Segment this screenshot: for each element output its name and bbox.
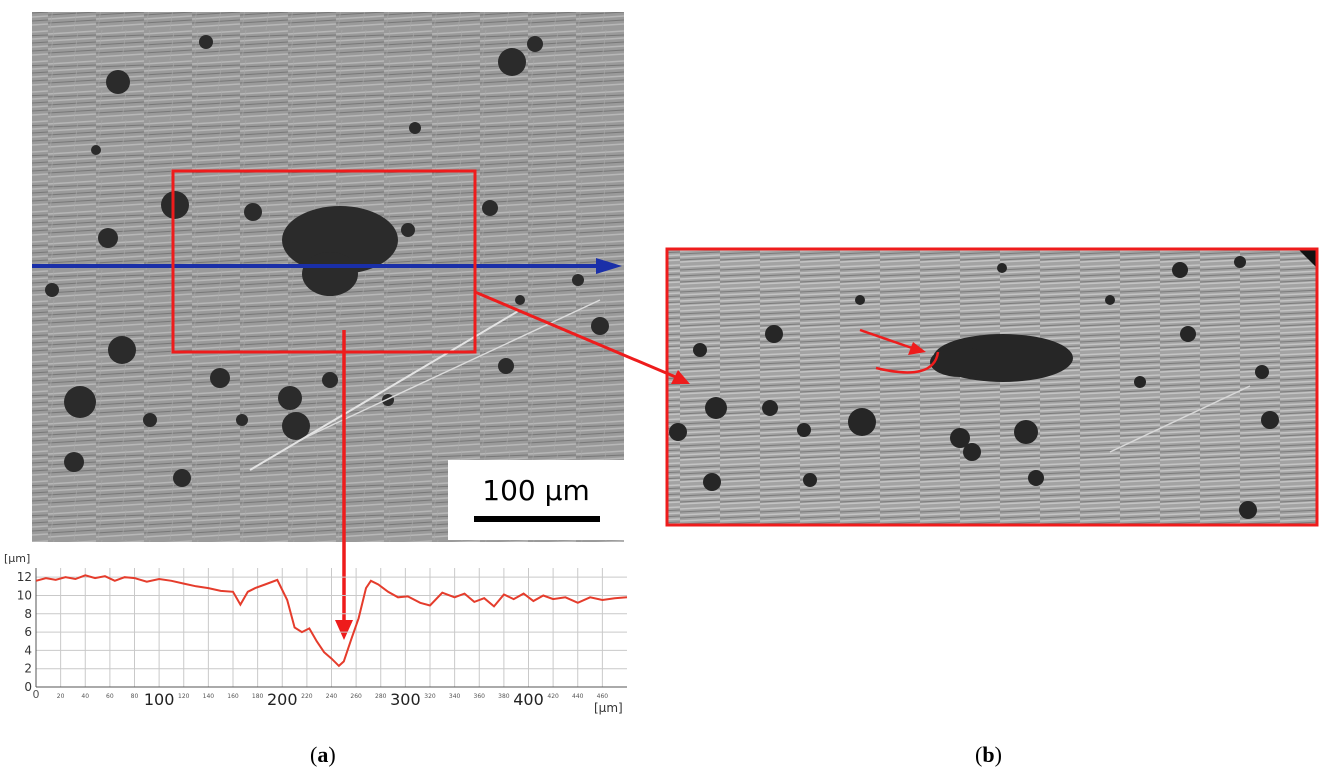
caption-a: (a) bbox=[310, 742, 336, 767]
x-tick-label-major: 100 bbox=[144, 690, 175, 709]
scale-bar-label: 100 µm bbox=[482, 474, 590, 507]
x-tick-label-minor: 220 bbox=[301, 693, 313, 700]
scan-line bbox=[32, 258, 622, 274]
roi-box-a bbox=[171, 169, 477, 354]
x-tick-label-minor: 360 bbox=[474, 693, 486, 700]
y-tick-label: 0 bbox=[24, 680, 32, 694]
x-tick-label-major: 200 bbox=[267, 690, 298, 709]
x-tick-label-minor: 40 bbox=[81, 693, 89, 700]
y-tick-label: 2 bbox=[24, 662, 32, 676]
y-tick-label: 10 bbox=[17, 588, 32, 602]
y-tick-label: 8 bbox=[24, 607, 32, 621]
x-tick-label-minor: 240 bbox=[326, 693, 338, 700]
connector-arrow bbox=[474, 290, 690, 384]
x-tick-label-minor: 160 bbox=[227, 693, 239, 700]
y-tick-label: 6 bbox=[24, 625, 32, 639]
x-tick-label-minor: 380 bbox=[498, 693, 510, 700]
x-tick-label-major: 400 bbox=[513, 690, 544, 709]
micrograph-b bbox=[667, 249, 1317, 525]
defect-annotation bbox=[859, 328, 940, 374]
y-tick-label: 12 bbox=[17, 570, 32, 584]
x-tick-label-minor: 20 bbox=[57, 693, 65, 700]
y-unit-label: [µm] bbox=[4, 552, 30, 565]
y-tick-label: 4 bbox=[24, 643, 32, 657]
x-tick-label-minor: 60 bbox=[106, 693, 114, 700]
x-unit-label: [µm] bbox=[594, 701, 623, 715]
x-tick-label-minor: 140 bbox=[203, 693, 215, 700]
profile-series-line bbox=[35, 574, 628, 668]
x-tick-label-minor: 280 bbox=[375, 693, 387, 700]
micrograph-a bbox=[32, 12, 624, 542]
x-tick-label-minor: 0 bbox=[33, 688, 40, 701]
chart-grid bbox=[35, 568, 627, 688]
x-tick-label-minor: 440 bbox=[572, 693, 584, 700]
x-tick-label-minor: 180 bbox=[252, 693, 264, 700]
caption-b: (b) bbox=[975, 742, 1002, 767]
x-tick-label-minor: 420 bbox=[547, 693, 559, 700]
scale-bar bbox=[474, 516, 600, 522]
x-tick-label-minor: 340 bbox=[449, 693, 461, 700]
x-tick-label-minor: 120 bbox=[178, 693, 190, 700]
depth-arrow bbox=[335, 330, 353, 640]
x-tick-label-minor: 460 bbox=[597, 693, 609, 700]
x-tick-label-minor: 80 bbox=[131, 693, 139, 700]
x-tick-label-major: 300 bbox=[390, 690, 421, 709]
caption-a-letter: a bbox=[317, 742, 329, 767]
caption-b-letter: b bbox=[982, 742, 995, 767]
x-tick-label-minor: 320 bbox=[424, 693, 436, 700]
scale-bar-box: 100 µm bbox=[448, 460, 624, 540]
zoom-frame-b bbox=[665, 247, 1319, 527]
x-tick-label-minor: 260 bbox=[350, 693, 362, 700]
